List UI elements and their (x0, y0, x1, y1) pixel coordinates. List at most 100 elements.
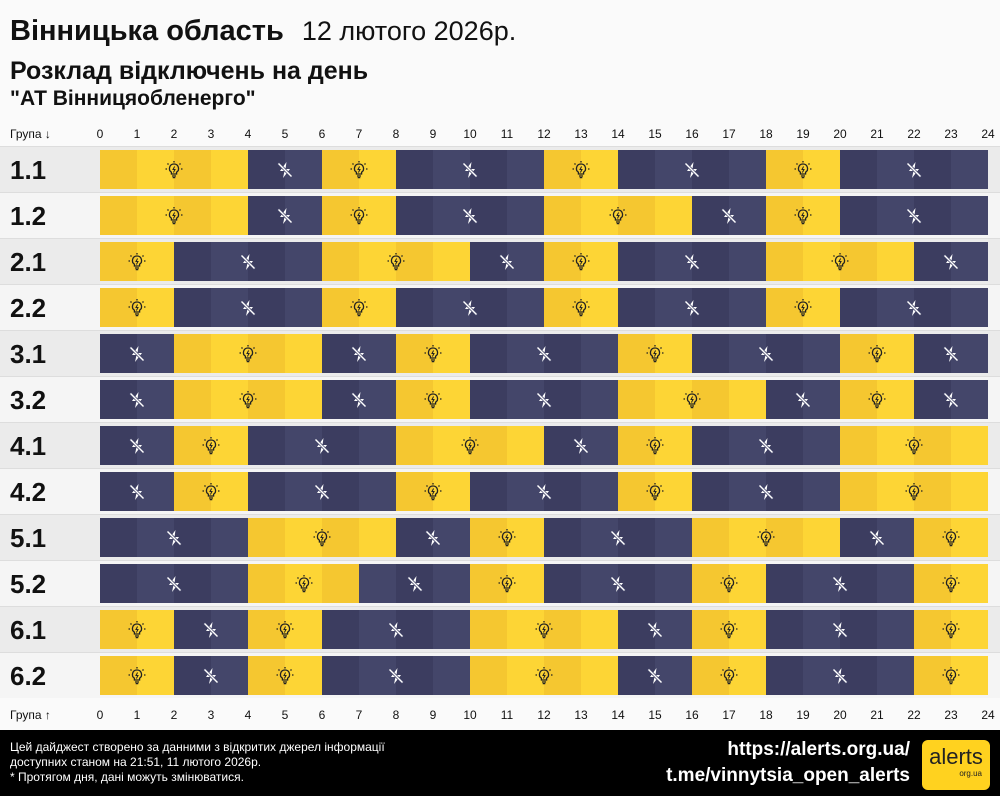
power-off-icon (941, 344, 961, 364)
power-off-segment (692, 426, 840, 465)
hour-cell (766, 472, 803, 511)
power-off-icon (682, 160, 702, 180)
hour-tick: 10 (463, 127, 477, 141)
power-off-segment (618, 656, 692, 695)
hour-cell (914, 242, 951, 281)
power-on-segment (470, 610, 618, 649)
alerts-logo: alerts org.ua (922, 740, 990, 790)
lightbulb-icon (645, 436, 665, 456)
group-label: 2.2 (10, 293, 47, 323)
power-off-segment (544, 518, 692, 557)
power-off-icon (682, 252, 702, 272)
power-off-segment (100, 518, 248, 557)
website-link[interactable]: https://alerts.org.ua/ (727, 739, 910, 760)
hour-cell (692, 150, 729, 189)
power-off-icon (275, 206, 295, 226)
power-off-segment (359, 564, 470, 603)
hour-tick: 14 (611, 708, 625, 722)
power-on-segment (100, 196, 248, 235)
lightbulb-icon (867, 344, 887, 364)
group-label: 6.2 (10, 661, 47, 691)
group-row-5.1: 5.1 (0, 514, 1000, 560)
hour-cell (322, 380, 359, 419)
power-off-segment (174, 656, 248, 695)
hour-cell (692, 334, 729, 373)
lightbulb-icon (719, 620, 739, 640)
hour-cell (396, 472, 433, 511)
hour-cell (470, 380, 507, 419)
lightbulb-icon (294, 574, 314, 594)
power-on-segment (840, 426, 988, 465)
hour-tick: 3 (207, 127, 215, 141)
group-row-2.1: 2.1 (0, 238, 1000, 284)
hour-tick: 19 (796, 127, 810, 141)
power-off-segment (840, 288, 988, 327)
hour-tick: 20 (833, 708, 847, 722)
lightbulb-icon (756, 528, 776, 548)
hour-cell (396, 518, 433, 557)
hour-tick: 6 (318, 127, 326, 141)
lightbulb-icon (867, 390, 887, 410)
power-on-segment (544, 288, 618, 327)
hour-cell (248, 288, 285, 327)
hour-cell (248, 426, 285, 465)
hour-cell (766, 288, 803, 327)
hour-cell (248, 610, 285, 649)
power-off-segment (618, 288, 766, 327)
hour-cell (322, 196, 359, 235)
telegram-link[interactable]: t.me/vinnytsia_open_alerts (666, 765, 910, 786)
lightbulb-icon (460, 436, 480, 456)
hour-cell (100, 656, 137, 695)
lightbulb-icon (793, 160, 813, 180)
power-on-segment (766, 242, 914, 281)
hour-cell (322, 564, 359, 603)
hour-cell (174, 380, 211, 419)
power-off-segment (692, 196, 766, 235)
hour-cell (248, 242, 285, 281)
hour-cell (100, 288, 137, 327)
group-row-6.1: 6.1 (0, 606, 1000, 652)
hour-cell (840, 288, 877, 327)
power-off-icon (497, 252, 517, 272)
power-off-icon (201, 666, 221, 686)
power-off-icon (645, 620, 665, 640)
power-on-segment (100, 656, 174, 695)
power-on-segment (248, 564, 359, 603)
hour-tick: 19 (796, 708, 810, 722)
hour-cell (692, 242, 729, 281)
power-on-segment (470, 518, 544, 557)
group-row-4.2: 4.2 (0, 468, 1000, 514)
hour-cell (544, 472, 581, 511)
power-on-segment (766, 196, 840, 235)
hour-cell (322, 472, 359, 511)
power-off-segment (470, 380, 618, 419)
hour-cell (396, 334, 433, 373)
group-row-2.2: 2.2 (0, 284, 1000, 330)
hour-cell (174, 610, 211, 649)
hour-tick: 21 (870, 127, 884, 141)
hour-tick: 18 (759, 708, 773, 722)
power-off-segment (470, 472, 618, 511)
power-off-segment (248, 426, 396, 465)
power-off-icon (608, 528, 628, 548)
hour-cell (470, 242, 507, 281)
power-on-segment (100, 150, 248, 189)
hour-cell (766, 564, 803, 603)
power-off-segment (840, 150, 988, 189)
lightbulb-icon (941, 666, 961, 686)
hour-cell (100, 380, 137, 419)
hour-tick: 23 (944, 127, 958, 141)
power-off-segment (174, 610, 248, 649)
power-off-icon (682, 298, 702, 318)
power-off-icon (127, 482, 147, 502)
lightbulb-icon (534, 666, 554, 686)
group-row-6.2: 6.2 (0, 652, 1000, 698)
hour-cell (618, 334, 655, 373)
power-on-segment (396, 426, 544, 465)
lightbulb-icon (645, 482, 665, 502)
group-row-3.1: 3.1 (0, 330, 1000, 376)
power-off-segment (766, 656, 914, 695)
lightbulb-icon (127, 620, 147, 640)
hour-tick: 12 (537, 708, 551, 722)
power-off-icon (386, 620, 406, 640)
